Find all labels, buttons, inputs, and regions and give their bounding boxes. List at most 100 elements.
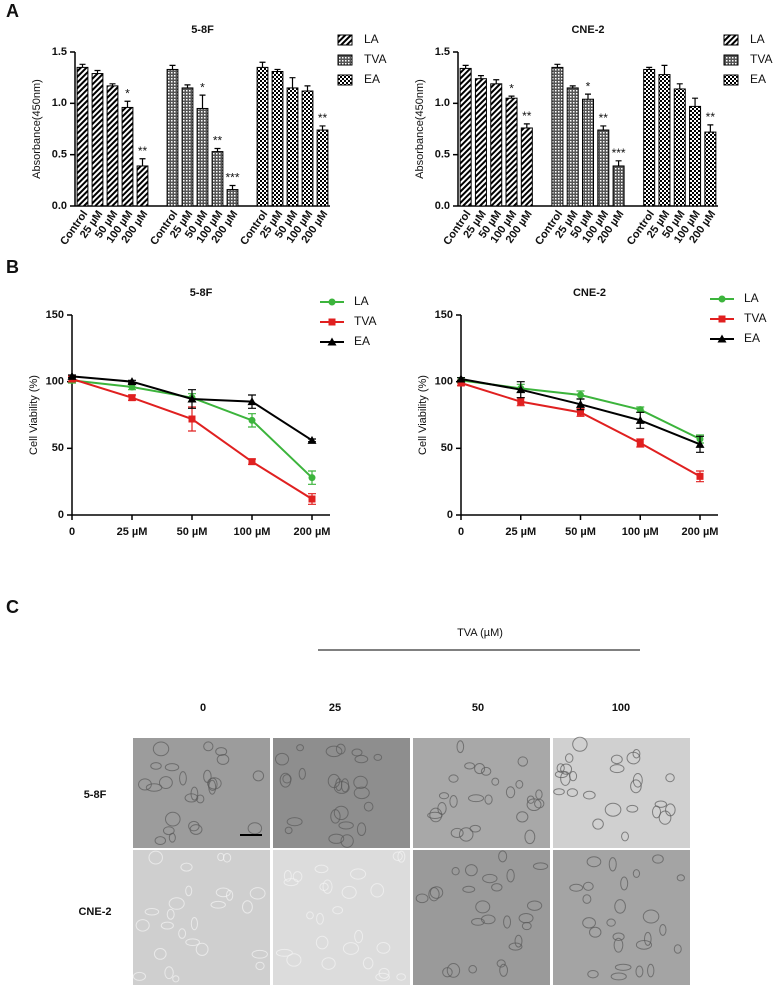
cell bbox=[665, 803, 676, 817]
cell bbox=[373, 753, 383, 761]
cell bbox=[189, 824, 203, 835]
panel-label: C bbox=[6, 597, 19, 617]
cell bbox=[582, 881, 594, 891]
bar bbox=[76, 66, 89, 207]
bar bbox=[474, 78, 487, 207]
cell bbox=[144, 908, 160, 916]
bar bbox=[91, 73, 104, 207]
y-tick-label: 100 bbox=[435, 376, 453, 388]
cell bbox=[652, 805, 662, 819]
error-bar bbox=[199, 94, 206, 109]
marker bbox=[696, 472, 704, 480]
legend-label: TVA bbox=[750, 52, 772, 66]
marker bbox=[128, 394, 136, 402]
cell bbox=[284, 826, 293, 835]
cell bbox=[316, 912, 324, 925]
cell bbox=[396, 973, 406, 981]
cell bbox=[524, 829, 536, 845]
cell bbox=[333, 781, 350, 794]
cell bbox=[168, 832, 176, 843]
y-tick-label: 0.0 bbox=[52, 200, 67, 212]
cell bbox=[286, 817, 303, 827]
cell bbox=[216, 754, 230, 765]
cell bbox=[586, 856, 602, 868]
cell bbox=[341, 885, 357, 899]
y-tick-label: 1.5 bbox=[52, 46, 67, 58]
column-label: 25 bbox=[329, 702, 341, 714]
error-bar bbox=[94, 69, 101, 74]
marker bbox=[695, 439, 705, 448]
bar bbox=[490, 83, 503, 207]
cell bbox=[592, 818, 604, 830]
cell bbox=[450, 827, 464, 839]
cell bbox=[315, 935, 329, 950]
cell bbox=[659, 923, 667, 936]
cell bbox=[354, 754, 369, 764]
bar bbox=[566, 87, 579, 207]
cell bbox=[168, 897, 185, 910]
legend-swatch bbox=[723, 34, 739, 46]
error-bar bbox=[79, 63, 86, 68]
cell bbox=[564, 753, 574, 763]
cell bbox=[321, 957, 336, 970]
error-bar bbox=[707, 124, 714, 133]
x-tick-label: 50 µM bbox=[177, 526, 208, 538]
cell bbox=[138, 778, 152, 791]
column-label: 0 bbox=[200, 702, 206, 714]
cell bbox=[185, 885, 193, 897]
marker bbox=[577, 408, 584, 416]
cell bbox=[589, 926, 602, 938]
bar bbox=[136, 165, 149, 207]
cell bbox=[152, 741, 170, 757]
cell bbox=[242, 900, 253, 914]
cell bbox=[572, 736, 588, 752]
panel-label: A bbox=[6, 1, 19, 21]
cell bbox=[207, 777, 222, 790]
cell bbox=[286, 953, 302, 967]
chart-title: CNE-2 bbox=[573, 287, 606, 299]
marker bbox=[635, 415, 645, 424]
cell bbox=[654, 800, 668, 808]
error-bar bbox=[124, 100, 131, 108]
cell bbox=[397, 850, 406, 863]
y-tick-label: 100 bbox=[46, 376, 64, 388]
chart-title: 5-8F bbox=[191, 24, 214, 36]
cell bbox=[515, 780, 524, 789]
cell bbox=[247, 822, 263, 835]
cell bbox=[283, 878, 299, 887]
cell bbox=[480, 914, 496, 925]
marker bbox=[187, 394, 197, 403]
cell bbox=[314, 864, 329, 874]
error-bar bbox=[259, 61, 266, 68]
cell bbox=[325, 745, 343, 758]
legend-label: EA bbox=[354, 334, 370, 348]
cell bbox=[673, 944, 682, 954]
cell bbox=[518, 912, 534, 924]
error-bar bbox=[600, 125, 607, 131]
cell bbox=[279, 772, 292, 788]
cell bbox=[456, 740, 465, 754]
cell bbox=[582, 894, 592, 904]
cell bbox=[153, 948, 167, 960]
bar bbox=[505, 97, 518, 207]
marker bbox=[248, 458, 256, 466]
cell bbox=[251, 949, 268, 959]
bar bbox=[196, 107, 209, 207]
error-bar bbox=[493, 79, 500, 84]
error-bar bbox=[229, 184, 236, 190]
bar bbox=[581, 98, 595, 207]
cell bbox=[222, 852, 232, 863]
cell bbox=[333, 805, 349, 821]
cell bbox=[148, 850, 163, 865]
y-tick-label: 150 bbox=[46, 309, 64, 321]
legend-swatch bbox=[337, 74, 353, 86]
x-tick-label: 100 µM bbox=[234, 526, 271, 538]
cell bbox=[582, 917, 596, 929]
cell bbox=[526, 900, 543, 911]
y-tick-label: 1.0 bbox=[435, 97, 450, 109]
bar bbox=[459, 67, 472, 207]
cell bbox=[446, 963, 461, 978]
error-bar bbox=[569, 85, 576, 88]
cell bbox=[165, 811, 181, 827]
cell bbox=[614, 963, 632, 971]
